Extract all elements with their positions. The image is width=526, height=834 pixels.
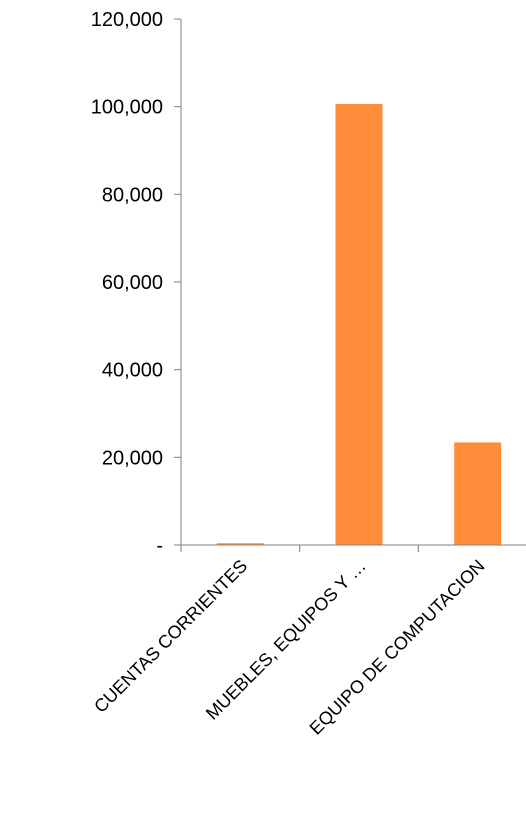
- y-axis: - 20,000 40,000 60,000 80,000 100,000 120,000: [91, 9, 182, 557]
- y-tick-label: -: [156, 535, 163, 557]
- bar: [454, 442, 502, 545]
- y-tick-label: 100,000: [91, 97, 163, 119]
- bar: [335, 104, 383, 545]
- bars: [216, 104, 502, 545]
- y-tick-label: 40,000: [102, 360, 163, 382]
- y-tick-label: 20,000: [102, 447, 163, 469]
- y-tick-label: 120,000: [91, 9, 163, 31]
- y-tick-label: 60,000: [102, 272, 163, 294]
- y-tick-label: 80,000: [102, 184, 163, 206]
- bar: [216, 543, 264, 545]
